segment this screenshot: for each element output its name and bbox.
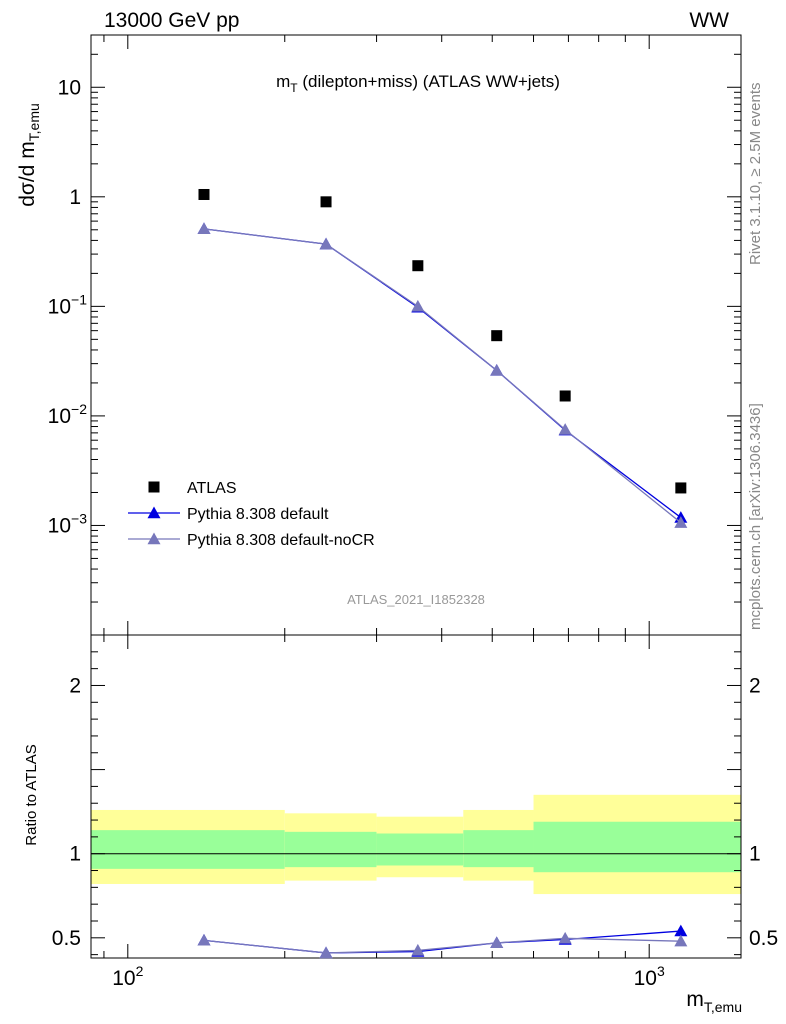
ratio-tick-label-left: 1: [69, 843, 81, 866]
legend-label: Pythia 8.308 default-noCR: [187, 532, 375, 549]
data-point-square: [320, 196, 332, 208]
uncertainty-band-inner: [91, 830, 285, 869]
ratio-point-triangle: [319, 946, 333, 959]
mcplots-label: mcplots.cern.ch [arXiv:1306.3436]: [747, 403, 764, 630]
ratio-point-triangle: [674, 924, 688, 937]
legend-label: ATLAS: [187, 480, 237, 497]
data-point-square: [559, 390, 571, 402]
x-tick-label: 102: [112, 963, 143, 990]
data-point-triangle: [674, 516, 688, 528]
title-rest: (dilepton+miss) (ATLAS WW+jets): [298, 72, 560, 91]
legend-marker: [147, 532, 161, 545]
ratio-tick-label-right: 2: [749, 674, 761, 697]
data-point-square: [491, 330, 503, 342]
process-label: WW: [689, 9, 729, 32]
ratio-tick-label-left: 0.5: [52, 927, 81, 950]
y-axis-label-main: dσ/d m: [16, 141, 39, 206]
ratio-point-triangle: [197, 933, 211, 946]
y-tick-label: 1: [69, 186, 81, 209]
data-point-square: [412, 260, 424, 272]
series-line: [203, 228, 682, 524]
y-axis-label-sub: T,emu: [26, 103, 42, 141]
ratio-plot-panel: Ratio to ATLAS 0.5 0.5 1 1 2 2 102 103 mT,emu: [23, 634, 778, 1015]
energy-label: 13000 GeV pp: [104, 9, 239, 32]
rivet-label: Rivet 3.1.10, ≥ 2.5M events: [747, 83, 764, 266]
x-axis-label: mT,emu: [686, 988, 742, 1015]
legend: ATLAS Pythia 8.308 default Pythia 8.308 de…: [128, 480, 375, 549]
analysis-watermark: ATLAS_2021_I1852328: [347, 592, 485, 607]
main-plot-panel: mT (dilepton+miss) (ATLAS WW+jets) dσ/d …: [16, 34, 742, 636]
x-tick-label: 103: [634, 963, 665, 990]
ratio-series-line: [203, 937, 681, 954]
data-point-triangle: [411, 299, 425, 312]
title-sub: T: [290, 81, 298, 95]
data-point-triangle: [197, 222, 211, 235]
data-point-triangle: [490, 363, 504, 376]
uncertainty-band-inner: [463, 830, 534, 868]
ratio-tick-label-right: 0.5: [749, 927, 778, 950]
uncertainty-band-inner: [284, 831, 377, 868]
series-line: [203, 228, 682, 519]
uncertainty-band-inner: [376, 833, 464, 866]
data-point-square: [198, 188, 210, 200]
legend-marker: [147, 506, 161, 519]
plot-title: mT (dilepton+miss) (ATLAS WW+jets): [276, 72, 560, 95]
y-tick-label: 10: [58, 76, 81, 99]
uncertainty-band-inner: [533, 821, 741, 873]
legend-label: Pythia 8.308 default: [187, 506, 329, 523]
data-point-triangle: [558, 423, 572, 435]
ratio-point-triangle: [411, 943, 425, 956]
ratio-series-line: [203, 930, 681, 954]
data-point-triangle: [319, 237, 333, 250]
ratio-point-triangle: [490, 936, 504, 949]
y-tick-label: 10−1: [48, 291, 88, 318]
data-point-square: [675, 482, 687, 494]
x-axis-label-main: m: [686, 988, 704, 1011]
bottom-frame: [90, 634, 742, 959]
ratio-tick-label-left: 2: [69, 674, 81, 697]
ratio-tick-label-right: 1: [749, 843, 761, 866]
y-tick-label: 10−3: [48, 510, 88, 537]
y-axis-label: dσ/d mT,emu: [16, 103, 42, 207]
x-axis-label-sub: T,emu: [704, 999, 742, 1015]
ratio-point-triangle: [674, 934, 688, 947]
ratio-point-triangle: [558, 931, 572, 944]
title-main: m: [276, 72, 290, 91]
y-tick-label: 10−2: [48, 401, 88, 428]
legend-marker: [148, 481, 160, 493]
ratio-axis-label: Ratio to ATLAS: [23, 744, 40, 845]
